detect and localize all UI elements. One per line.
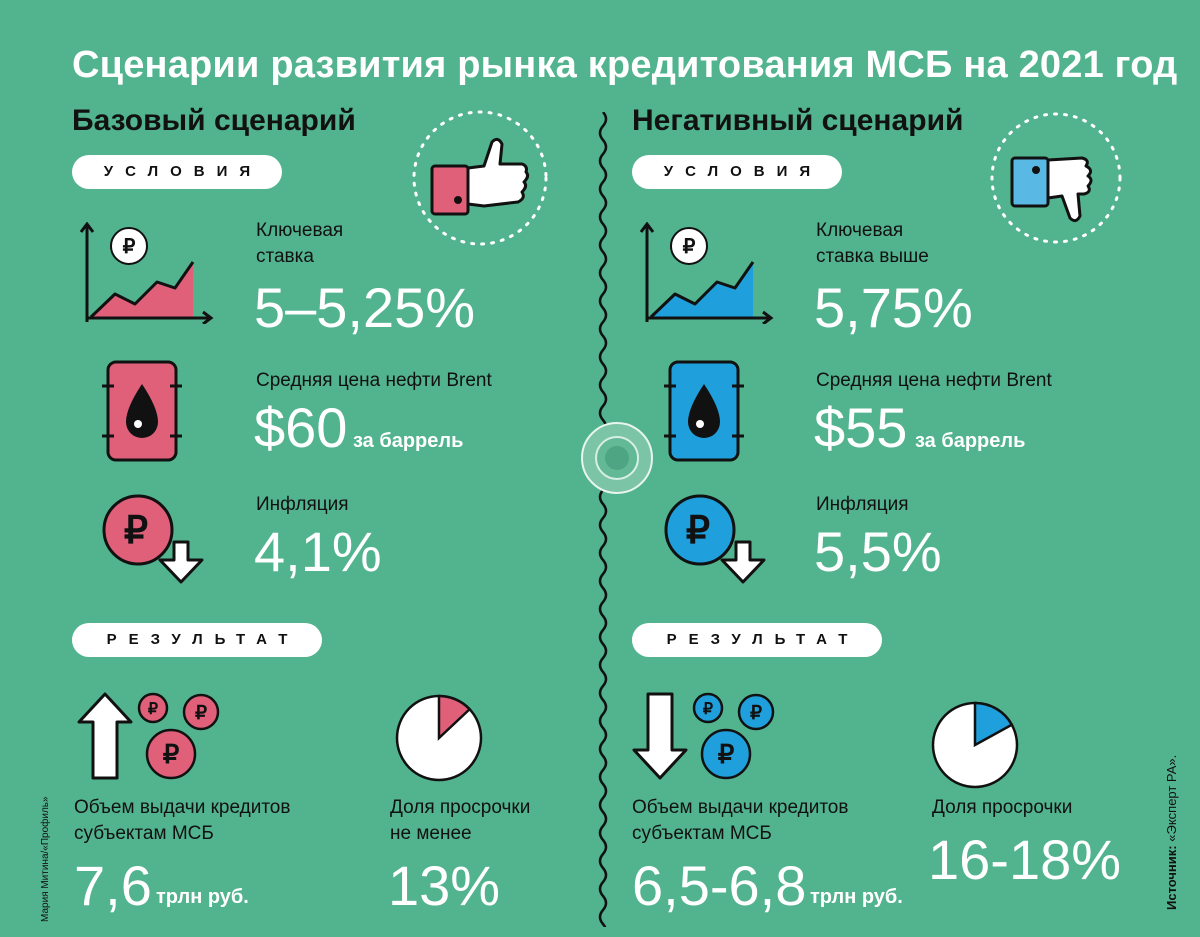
- svg-text:₽: ₽: [750, 703, 762, 724]
- negative-heading: Негативный сценарий: [632, 104, 964, 137]
- svg-text:₽: ₽: [718, 739, 735, 769]
- base-oil-barrel-icon: [102, 360, 182, 462]
- base-loans-unit: трлн руб.: [156, 886, 249, 908]
- negative-key-rate-label-line2: ставка выше: [816, 246, 929, 267]
- base-overdue-label: Доля просрочки не менее: [390, 795, 530, 847]
- author-credit: Мария Митина/«Профиль»: [40, 796, 51, 922]
- base-ruble-down-icon: ₽: [102, 494, 204, 584]
- negative-overdue-value: 16-18%: [928, 828, 1122, 891]
- thumbs-down-icon: [990, 112, 1122, 244]
- base-oil-value: $60: [254, 396, 348, 459]
- base-arrow-up-icon: [77, 692, 133, 780]
- negative-inflation-label: Инфляция: [816, 494, 909, 515]
- thumbs-up-icon: [412, 110, 548, 246]
- source-note: Источник: «Эксперт РА».: [1164, 755, 1179, 910]
- base-key-rate-value: 5–5,25%: [254, 276, 476, 339]
- negative-oil-value: $55: [814, 396, 908, 459]
- svg-text:₽: ₽: [163, 739, 180, 769]
- negative-key-rate-label: Ключевая ставка выше: [816, 218, 929, 270]
- negative-result-pill: РЕЗУЛЬТАТ: [632, 623, 882, 657]
- base-pie-slice: [437, 694, 472, 741]
- base-loans-value: 7,6: [74, 854, 152, 917]
- negative-inflation-value: 5,5%: [814, 520, 942, 583]
- negative-key-rate-value: 5,75%: [814, 276, 973, 339]
- negative-pie-icon: [931, 701, 1019, 789]
- base-result-pill: РЕЗУЛЬТАТ: [72, 623, 322, 657]
- negative-oil-label: Средняя цена нефти Brent: [816, 370, 1052, 391]
- negative-oil-unit: за баррель: [915, 430, 1026, 452]
- negative-ruble-coins-icon: ₽ ₽ ₽: [692, 692, 775, 780]
- base-ruble-coins-icon: ₽ ₽ ₽: [137, 692, 220, 780]
- base-heading: Базовый сценарий: [72, 104, 356, 137]
- base-chart-icon: ₽: [79, 222, 214, 324]
- negative-overdue-label: Доля просрочки: [932, 797, 1073, 818]
- svg-text:₽: ₽: [123, 236, 136, 258]
- base-loans-label: Объем выдачи кредитов субъектам МСБ: [74, 795, 290, 847]
- negative-chart-icon: ₽: [639, 222, 774, 324]
- source-label: Источник:: [1164, 845, 1179, 910]
- svg-text:₽: ₽: [703, 701, 713, 718]
- base-loans-label-line2: субъектам МСБ: [74, 823, 214, 844]
- negative-loans-label-line2: субъектам МСБ: [632, 823, 772, 844]
- source-value: «Эксперт РА».: [1164, 754, 1179, 842]
- negative-pie-slice: [973, 701, 1014, 748]
- negative-loans-unit: трлн руб.: [810, 886, 903, 908]
- base-oil-label: Средняя цена нефти Brent: [256, 370, 492, 391]
- svg-text:₽: ₽: [195, 703, 207, 724]
- base-conditions-pill: УСЛОВИЯ: [72, 155, 282, 189]
- svg-text:₽: ₽: [124, 510, 148, 552]
- base-key-rate-label-line1: Ключевая: [256, 220, 344, 241]
- negative-ruble-down-icon: ₽: [664, 494, 766, 584]
- base-loans-label-line1: Объем выдачи кредитов: [74, 797, 291, 818]
- base-inflation-value: 4,1%: [254, 520, 382, 583]
- negative-key-rate-label-line1: Ключевая: [816, 220, 904, 241]
- svg-text:₽: ₽: [148, 701, 158, 718]
- base-oil-unit: за баррель: [353, 430, 464, 452]
- center-circle-icon: [581, 422, 653, 494]
- negative-oil-barrel-icon: [664, 360, 744, 462]
- base-inflation-label: Инфляция: [256, 494, 349, 515]
- base-key-rate-label-line2: ставка: [256, 246, 314, 267]
- negative-conditions-pill: УСЛОВИЯ: [632, 155, 842, 189]
- svg-text:₽: ₽: [686, 510, 710, 552]
- negative-loans-label: Объем выдачи кредитов субъектам МСБ: [632, 795, 848, 847]
- base-key-rate-label: Ключевая ставка: [256, 218, 343, 270]
- negative-arrow-down-icon: [632, 692, 688, 780]
- base-overdue-label-line1: Доля просрочки: [390, 797, 531, 818]
- divider-wave: [598, 112, 608, 927]
- base-overdue-value: 13%: [388, 854, 501, 917]
- negative-loans-value: 6,5-6,8: [632, 854, 807, 917]
- base-pie-icon: [395, 694, 483, 782]
- page-title: Сценарии развития рынка кредитования МСБ…: [72, 44, 1178, 86]
- svg-text:₽: ₽: [683, 236, 696, 258]
- negative-loans-label-line1: Объем выдачи кредитов: [632, 797, 849, 818]
- base-overdue-label-line2: не менее: [390, 823, 472, 844]
